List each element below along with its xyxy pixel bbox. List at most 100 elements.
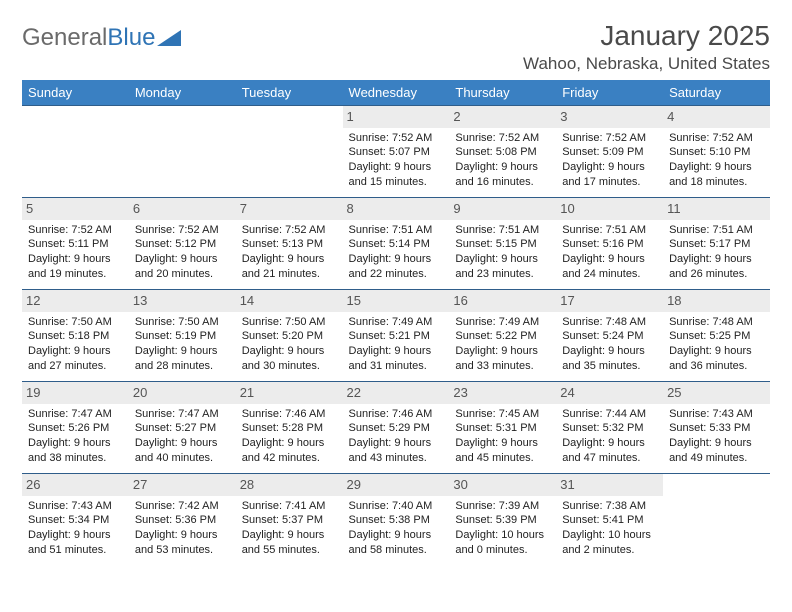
day-number: 2 <box>449 106 556 128</box>
day-details: Sunrise: 7:52 AMSunset: 5:11 PMDaylight:… <box>28 223 123 282</box>
day-number: 14 <box>236 290 343 312</box>
day-details: Sunrise: 7:51 AMSunset: 5:15 PMDaylight:… <box>455 223 550 282</box>
calendar-day: 12 Sunrise: 7:50 AMSunset: 5:18 PMDayligh… <box>22 290 129 382</box>
calendar-day: 8 Sunrise: 7:51 AMSunset: 5:14 PMDaylight… <box>343 198 450 290</box>
day-number: 11 <box>663 198 770 220</box>
calendar-day: 11 Sunrise: 7:51 AMSunset: 5:17 PMDayligh… <box>663 198 770 290</box>
day-details: Sunrise: 7:52 AMSunset: 5:13 PMDaylight:… <box>242 223 337 282</box>
calendar-week: 5 Sunrise: 7:52 AMSunset: 5:11 PMDaylight… <box>22 198 770 290</box>
day-number: 20 <box>129 382 236 404</box>
calendar-day: 28Sunrise: 7:41 AMSunset: 5:37 PMDayligh… <box>236 474 343 566</box>
day-details: Sunrise: 7:43 AMSunset: 5:34 PMDaylight:… <box>28 499 123 558</box>
calendar-day: 19 Sunrise: 7:47 AMSunset: 5:26 PMDayligh… <box>22 382 129 474</box>
day-number: 19 <box>22 382 129 404</box>
calendar-day: 3Sunrise: 7:52 AMSunset: 5:09 PMDaylight… <box>556 106 663 198</box>
logo-text-gray: General <box>22 24 107 52</box>
day-number: 12 <box>22 290 129 312</box>
day-number: 22 <box>343 382 450 404</box>
calendar-day: 1Sunrise: 7:52 AMSunset: 5:07 PMDaylight… <box>343 106 450 198</box>
day-details: Sunrise: 7:49 AMSunset: 5:22 PMDaylight:… <box>455 315 550 374</box>
calendar-day: 18 Sunrise: 7:48 AMSunset: 5:25 PMDayligh… <box>663 290 770 382</box>
calendar-day-empty <box>236 106 343 198</box>
day-number: 24 <box>556 382 663 404</box>
logo-triangle-icon <box>157 30 181 46</box>
title-area: January 2025 Wahoo, Nebraska, United Sta… <box>523 20 770 74</box>
calendar-day: 4Sunrise: 7:52 AMSunset: 5:10 PMDaylight… <box>663 106 770 198</box>
day-number: 18 <box>663 290 770 312</box>
day-details: Sunrise: 7:50 AMSunset: 5:18 PMDaylight:… <box>28 315 123 374</box>
day-number: 16 <box>449 290 556 312</box>
calendar-week: 12 Sunrise: 7:50 AMSunset: 5:18 PMDayligh… <box>22 290 770 382</box>
logo: GeneralBlue <box>22 20 181 52</box>
day-number: 3 <box>556 106 663 128</box>
day-details: Sunrise: 7:47 AMSunset: 5:26 PMDaylight:… <box>28 407 123 466</box>
day-number: 13 <box>129 290 236 312</box>
day-details: Sunrise: 7:46 AMSunset: 5:29 PMDaylight:… <box>349 407 444 466</box>
day-header: Tuesday <box>236 80 343 106</box>
calendar-day-empty <box>129 106 236 198</box>
calendar-day: 31Sunrise: 7:38 AMSunset: 5:41 PMDayligh… <box>556 474 663 566</box>
day-details: Sunrise: 7:46 AMSunset: 5:28 PMDaylight:… <box>242 407 337 466</box>
calendar-day: 2 Sunrise: 7:52 AMSunset: 5:08 PMDaylight… <box>449 106 556 198</box>
day-details: Sunrise: 7:52 AMSunset: 5:08 PMDaylight:… <box>455 131 550 190</box>
day-details: Sunrise: 7:47 AMSunset: 5:27 PMDaylight:… <box>135 407 230 466</box>
calendar-day: 20 Sunrise: 7:47 AMSunset: 5:27 PMDayligh… <box>129 382 236 474</box>
day-details: Sunrise: 7:51 AMSunset: 5:14 PMDaylight:… <box>349 223 444 282</box>
calendar-week: 1Sunrise: 7:52 AMSunset: 5:07 PMDaylight… <box>22 106 770 198</box>
calendar-day: 5 Sunrise: 7:52 AMSunset: 5:11 PMDaylight… <box>22 198 129 290</box>
day-details: Sunrise: 7:48 AMSunset: 5:24 PMDaylight:… <box>562 315 657 374</box>
calendar-day: 30Sunrise: 7:39 AMSunset: 5:39 PMDayligh… <box>449 474 556 566</box>
day-details: Sunrise: 7:50 AMSunset: 5:20 PMDaylight:… <box>242 315 337 374</box>
calendar-day: 27Sunrise: 7:42 AMSunset: 5:36 PMDayligh… <box>129 474 236 566</box>
day-details: Sunrise: 7:40 AMSunset: 5:38 PMDaylight:… <box>349 499 444 558</box>
calendar-day: 6 Sunrise: 7:52 AMSunset: 5:12 PMDaylight… <box>129 198 236 290</box>
calendar-day: 7 Sunrise: 7:52 AMSunset: 5:13 PMDaylight… <box>236 198 343 290</box>
logo-text-blue: Blue <box>107 24 155 52</box>
day-number: 27 <box>129 474 236 496</box>
day-header: Monday <box>129 80 236 106</box>
day-details: Sunrise: 7:51 AMSunset: 5:17 PMDaylight:… <box>669 223 764 282</box>
day-number: 7 <box>236 198 343 220</box>
calendar-day: 14 Sunrise: 7:50 AMSunset: 5:20 PMDayligh… <box>236 290 343 382</box>
day-number: 23 <box>449 382 556 404</box>
calendar-week: 26 Sunrise: 7:43 AMSunset: 5:34 PMDayligh… <box>22 474 770 566</box>
day-details: Sunrise: 7:48 AMSunset: 5:25 PMDaylight:… <box>669 315 764 374</box>
day-number: 6 <box>129 198 236 220</box>
calendar-page: GeneralBlue January 2025 Wahoo, Nebraska… <box>0 0 792 576</box>
day-number: 29 <box>343 474 450 496</box>
day-number: 25 <box>663 382 770 404</box>
location: Wahoo, Nebraska, United States <box>523 54 770 74</box>
day-number: 8 <box>343 198 450 220</box>
calendar-day: 15Sunrise: 7:49 AMSunset: 5:21 PMDayligh… <box>343 290 450 382</box>
day-details: Sunrise: 7:50 AMSunset: 5:19 PMDaylight:… <box>135 315 230 374</box>
day-number: 21 <box>236 382 343 404</box>
calendar-body: 1Sunrise: 7:52 AMSunset: 5:07 PMDaylight… <box>22 106 770 566</box>
calendar-day: 16 Sunrise: 7:49 AMSunset: 5:22 PMDayligh… <box>449 290 556 382</box>
calendar-day: 25 Sunrise: 7:43 AMSunset: 5:33 PMDayligh… <box>663 382 770 474</box>
day-header: Friday <box>556 80 663 106</box>
calendar-day: 21 Sunrise: 7:46 AMSunset: 5:28 PMDayligh… <box>236 382 343 474</box>
day-details: Sunrise: 7:43 AMSunset: 5:33 PMDaylight:… <box>669 407 764 466</box>
day-number: 17 <box>556 290 663 312</box>
calendar-day: 17 Sunrise: 7:48 AMSunset: 5:24 PMDayligh… <box>556 290 663 382</box>
day-details: Sunrise: 7:44 AMSunset: 5:32 PMDaylight:… <box>562 407 657 466</box>
calendar-day: 29 Sunrise: 7:40 AMSunset: 5:38 PMDayligh… <box>343 474 450 566</box>
day-header: Wednesday <box>343 80 450 106</box>
day-header: Sunday <box>22 80 129 106</box>
day-number: 26 <box>22 474 129 496</box>
header-row: GeneralBlue January 2025 Wahoo, Nebraska… <box>22 20 770 74</box>
month-title: January 2025 <box>523 20 770 52</box>
calendar-day: 24 Sunrise: 7:44 AMSunset: 5:32 PMDayligh… <box>556 382 663 474</box>
calendar-day: 10Sunrise: 7:51 AMSunset: 5:16 PMDayligh… <box>556 198 663 290</box>
day-details: Sunrise: 7:52 AMSunset: 5:07 PMDaylight:… <box>349 131 444 190</box>
day-details: Sunrise: 7:41 AMSunset: 5:37 PMDaylight:… <box>242 499 337 558</box>
calendar-week: 19 Sunrise: 7:47 AMSunset: 5:26 PMDayligh… <box>22 382 770 474</box>
day-header: Saturday <box>663 80 770 106</box>
calendar-day: 13 Sunrise: 7:50 AMSunset: 5:19 PMDayligh… <box>129 290 236 382</box>
day-number: 30 <box>449 474 556 496</box>
calendar-day: 9 Sunrise: 7:51 AMSunset: 5:15 PMDaylight… <box>449 198 556 290</box>
day-number: 5 <box>22 198 129 220</box>
day-number: 9 <box>449 198 556 220</box>
day-details: Sunrise: 7:52 AMSunset: 5:12 PMDaylight:… <box>135 223 230 282</box>
day-number: 4 <box>663 106 770 128</box>
